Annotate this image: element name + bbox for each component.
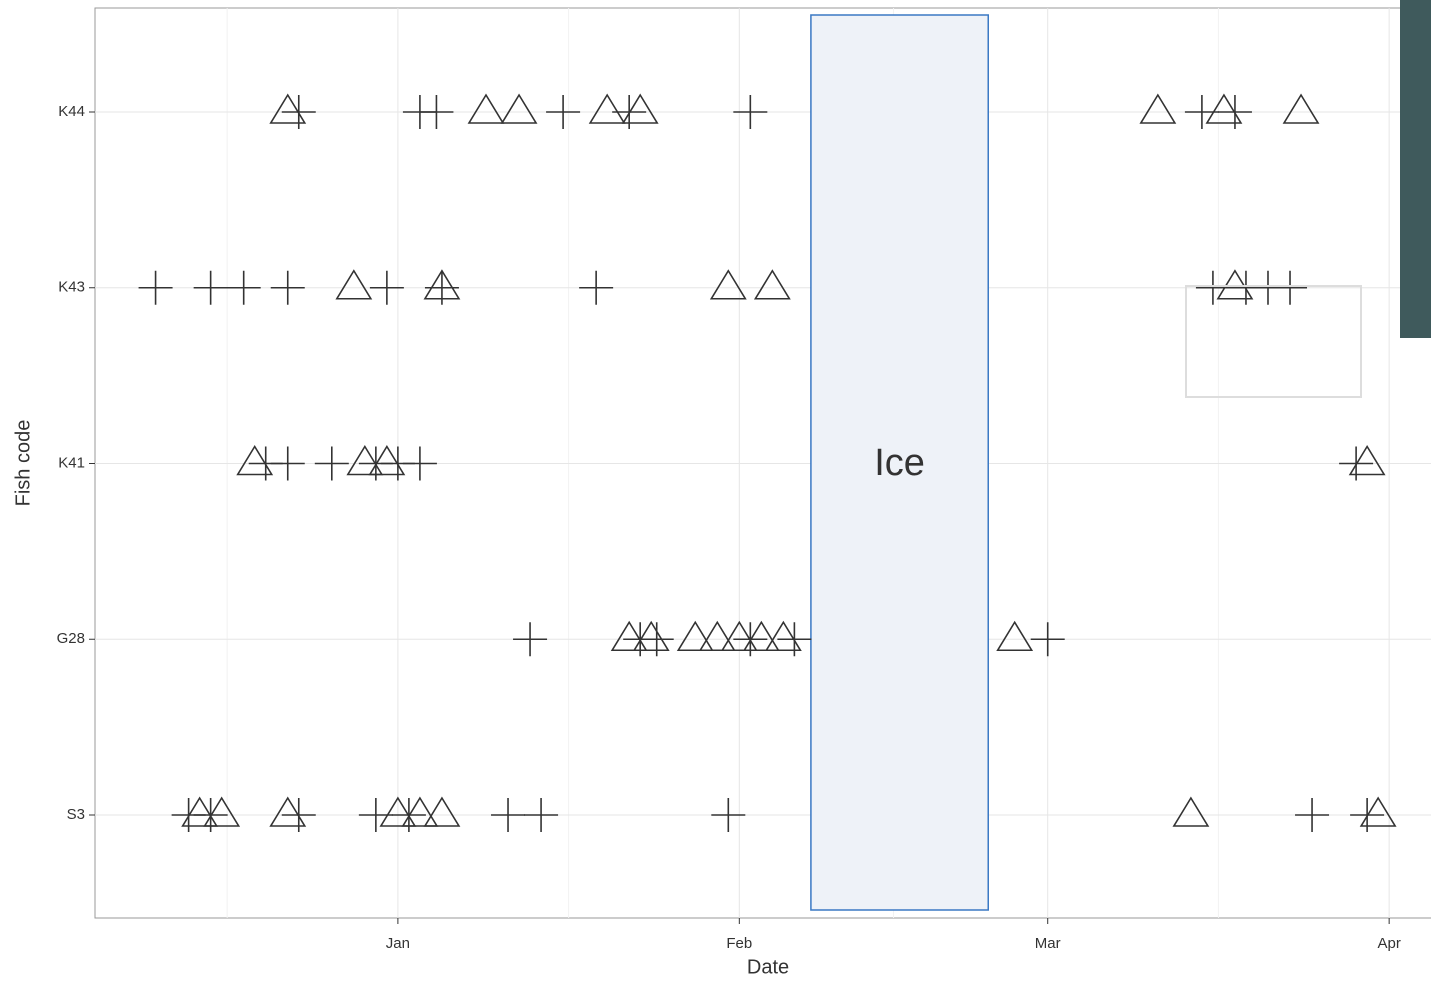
x-tick-label: Feb [726, 935, 752, 952]
x-tick-label: Jan [386, 935, 410, 952]
x-tick-label: Apr [1377, 935, 1400, 952]
y-tick-label: K43 [58, 279, 85, 296]
x-tick-label: Mar [1035, 935, 1061, 952]
y-tick-label: G28 [57, 630, 85, 647]
chart: Date Fish code Jan Feb Mar Apr S3 G28 K41 K43 K4… [0, 0, 1431, 981]
y-tick-label: K41 [58, 454, 85, 471]
y-axis-label: Fish code [12, 420, 34, 507]
y-tick-label: S3 [67, 806, 85, 823]
photo-fragment [1400, 0, 1431, 338]
x-axis-label: Date [747, 956, 789, 978]
y-tick-label: K44 [58, 103, 85, 120]
page: {"chart_data": {"type": "scatter", "x_la… [0, 0, 1431, 981]
ice-label: Ice [874, 442, 925, 484]
